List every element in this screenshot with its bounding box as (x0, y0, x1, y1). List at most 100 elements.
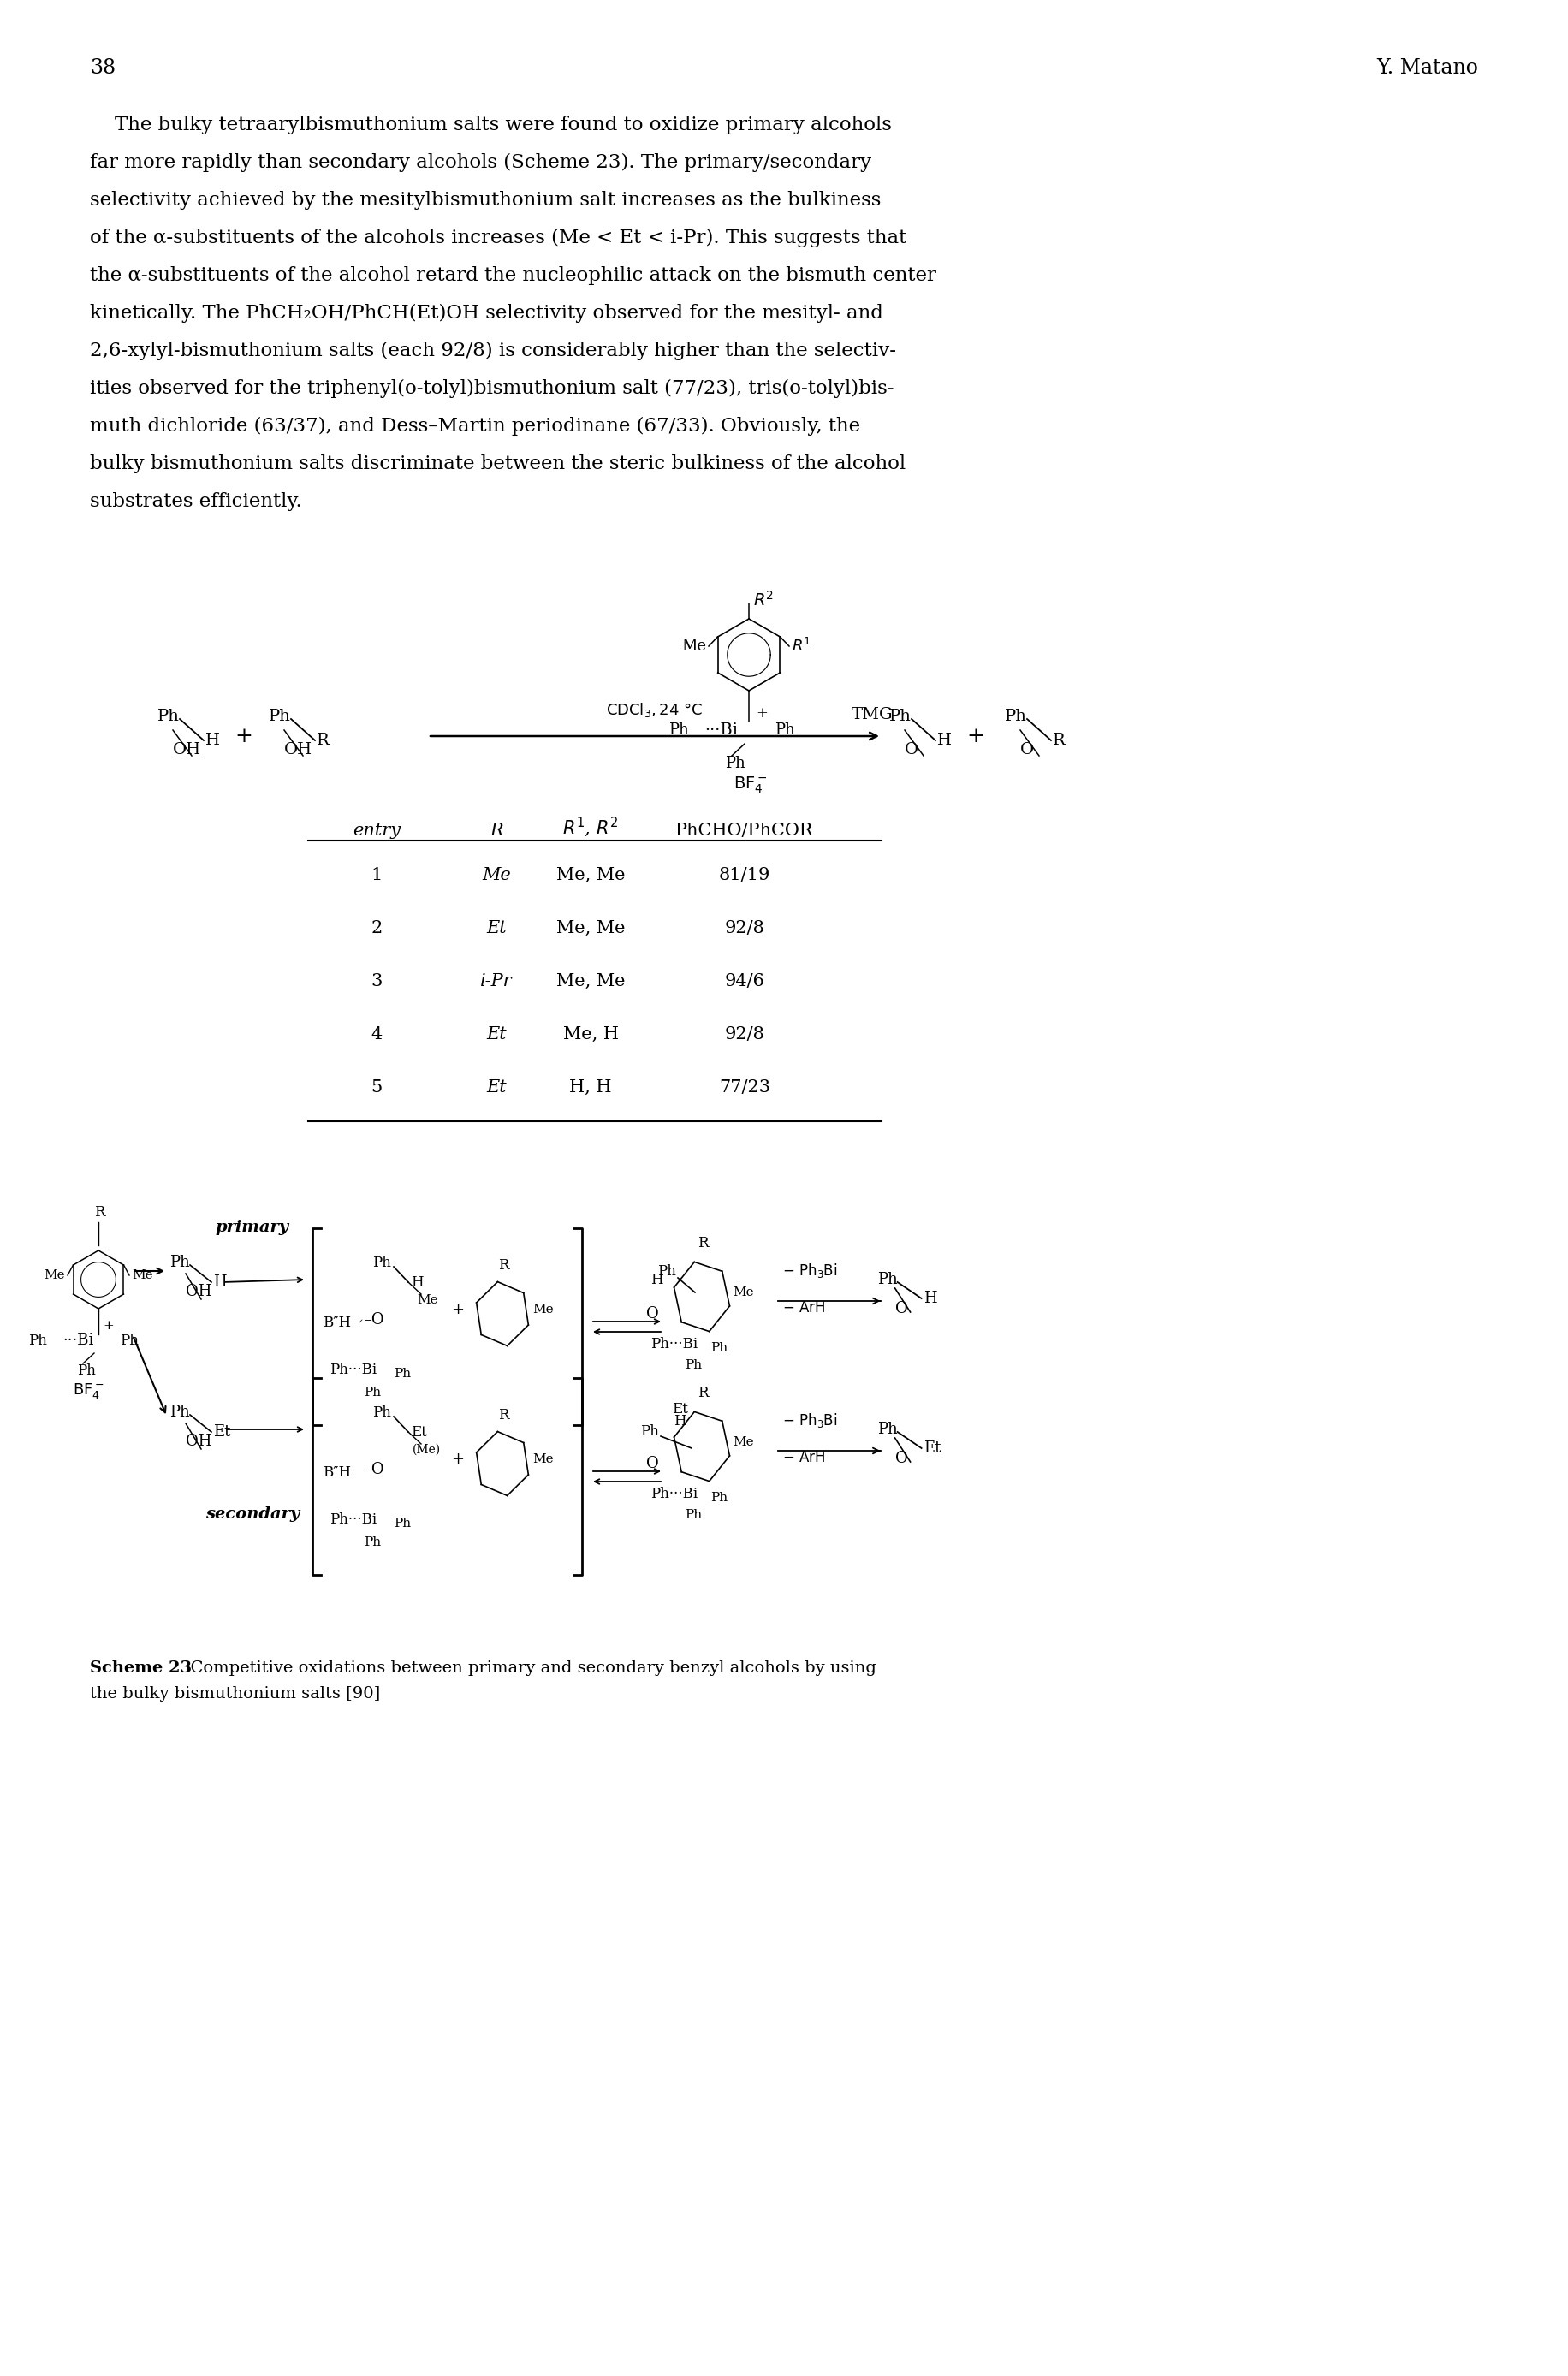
Text: bulky bismuthonium salts discriminate between the steric bulkiness of the alcoho: bulky bismuthonium salts discriminate be… (89, 454, 906, 473)
Text: Competitive oxidations between primary and secondary benzyl alcohols by using: Competitive oxidations between primary a… (180, 1661, 877, 1675)
Text: primary: primary (216, 1219, 290, 1236)
Text: OH: OH (284, 741, 312, 758)
Text: O: O (905, 741, 919, 758)
Text: The bulky tetraarylbismuthonium salts were found to oxidize primary alcohols: The bulky tetraarylbismuthonium salts we… (89, 116, 892, 135)
Text: O: O (895, 1302, 908, 1316)
Text: $R^2$: $R^2$ (753, 592, 775, 608)
Text: $R^1$, $R^2$: $R^1$, $R^2$ (563, 815, 618, 839)
Text: 92/8: 92/8 (724, 1026, 765, 1043)
Text: Ph: Ph (169, 1404, 190, 1421)
Text: Me: Me (734, 1285, 754, 1297)
Text: R: R (698, 1385, 709, 1399)
Text: Et: Et (924, 1440, 941, 1456)
Text: R: R (499, 1259, 510, 1274)
Text: Me: Me (681, 639, 706, 653)
Text: Ph: Ph (364, 1537, 381, 1549)
Text: Me: Me (417, 1295, 437, 1307)
Text: Ph: Ph (373, 1255, 390, 1269)
Text: Me, Me: Me, Me (557, 972, 626, 988)
Text: 5: 5 (372, 1079, 383, 1095)
Text: Ph: Ph (28, 1333, 47, 1347)
Text: Et: Et (671, 1402, 688, 1416)
Text: Ph: Ph (1005, 708, 1027, 725)
Text: H: H (411, 1276, 423, 1290)
Text: $-\ \mathrm{Ph_3Bi}$: $-\ \mathrm{Ph_3Bi}$ (782, 1411, 837, 1430)
Text: H: H (205, 732, 220, 748)
Text: Me: Me (533, 1304, 554, 1316)
Text: Y. Matano: Y. Matano (1377, 57, 1479, 78)
Text: Ph: Ph (158, 708, 180, 725)
Text: Ph: Ph (77, 1364, 96, 1378)
Text: Ph: Ph (364, 1388, 381, 1399)
Text: $\mathrm{CDCl_3, 24\ °C}$: $\mathrm{CDCl_3, 24\ °C}$ (607, 701, 702, 720)
Text: O: O (1021, 741, 1033, 758)
Text: 3: 3 (372, 972, 383, 988)
Text: Ph: Ph (394, 1369, 411, 1380)
Text: Ph: Ph (710, 1492, 728, 1504)
Text: –O: –O (364, 1312, 384, 1328)
Text: H, H: H, H (569, 1079, 612, 1095)
Text: of the α-substituents of the alcohols increases (Me < Et < i-Pr). This suggests : of the α-substituents of the alcohols in… (89, 228, 906, 247)
Text: H: H (651, 1271, 663, 1288)
Text: Ph···Bi: Ph···Bi (651, 1487, 698, 1502)
Text: 4: 4 (372, 1026, 383, 1043)
Text: $-\ \mathrm{Ph_3Bi}$: $-\ \mathrm{Ph_3Bi}$ (782, 1262, 837, 1281)
Text: Et: Et (486, 1026, 506, 1043)
Text: H: H (674, 1414, 687, 1428)
Text: +: + (103, 1319, 113, 1333)
Text: substrates efficiently.: substrates efficiently. (89, 492, 303, 511)
Text: 92/8: 92/8 (724, 920, 765, 936)
Text: 38: 38 (89, 57, 116, 78)
Text: Et: Et (411, 1426, 426, 1440)
Text: $-\ \mathrm{ArH}$: $-\ \mathrm{ArH}$ (782, 1302, 825, 1316)
Text: H: H (924, 1290, 936, 1307)
Text: Ph: Ph (394, 1518, 411, 1530)
Text: O: O (646, 1456, 659, 1471)
Text: Me, H: Me, H (563, 1026, 618, 1043)
Text: muth dichloride (63/37), and Dess–Martin periodinane (67/33). Obviously, the: muth dichloride (63/37), and Dess–Martin… (89, 416, 861, 435)
Text: OH: OH (185, 1433, 212, 1449)
Text: $-\ \mathrm{ArH}$: $-\ \mathrm{ArH}$ (782, 1452, 825, 1466)
Text: secondary: secondary (205, 1506, 299, 1521)
Text: Ph: Ph (775, 722, 795, 739)
Text: the α-substituents of the alcohol retard the nucleophilic attack on the bismuth : the α-substituents of the alcohol retard… (89, 266, 936, 285)
Text: R: R (499, 1409, 510, 1423)
Text: Ph: Ph (724, 756, 745, 772)
Text: selectivity achieved by the mesitylbismuthonium salt increases as the bulkiness: selectivity achieved by the mesitylbismu… (89, 190, 881, 209)
Text: R: R (317, 732, 329, 748)
Text: B″H: B″H (323, 1466, 351, 1480)
Text: Me: Me (132, 1269, 154, 1281)
Text: Ph: Ph (119, 1333, 138, 1347)
Text: H: H (938, 732, 952, 748)
Text: –O: –O (364, 1461, 384, 1478)
Text: Ph: Ph (710, 1342, 728, 1354)
Text: H: H (213, 1274, 226, 1290)
Text: O: O (646, 1307, 659, 1321)
Text: 2: 2 (372, 920, 383, 936)
Text: $\mathrm{BF_4^-}$: $\mathrm{BF_4^-}$ (72, 1380, 103, 1399)
Text: 2,6-xylyl-bismuthonium salts (each 92/8) is considerably higher than the selecti: 2,6-xylyl-bismuthonium salts (each 92/8)… (89, 342, 897, 361)
Text: far more rapidly than secondary alcohols (Scheme 23). The primary/secondary: far more rapidly than secondary alcohols… (89, 152, 872, 171)
Text: +: + (452, 1452, 464, 1466)
Text: +: + (235, 727, 252, 746)
Text: Ph: Ph (657, 1264, 676, 1278)
Text: Ph: Ph (877, 1421, 897, 1437)
Text: Me: Me (44, 1269, 64, 1281)
Text: Ph: Ph (685, 1509, 702, 1521)
Text: i-Pr: i-Pr (480, 972, 513, 988)
Text: Me, Me: Me, Me (557, 920, 626, 936)
Text: B″H: B″H (323, 1314, 351, 1331)
Text: +: + (452, 1302, 464, 1316)
Text: Ph: Ph (877, 1271, 897, 1288)
Text: ···Bi: ···Bi (63, 1333, 94, 1347)
Text: Ph···Bi: Ph···Bi (329, 1511, 376, 1525)
Text: $R^1$: $R^1$ (792, 637, 811, 656)
Text: Ph: Ph (373, 1404, 390, 1418)
Text: Ph: Ph (640, 1423, 659, 1437)
Text: ities observed for the triphenyl(o-tolyl)bismuthonium salt (77/23), tris(o-tolyl: ities observed for the triphenyl(o-tolyl… (89, 380, 894, 399)
Text: entry: entry (353, 822, 400, 839)
Text: 81/19: 81/19 (718, 867, 770, 884)
Text: Me: Me (481, 867, 511, 884)
Text: Scheme 23: Scheme 23 (89, 1661, 191, 1675)
Text: ···Bi: ···Bi (704, 722, 739, 739)
